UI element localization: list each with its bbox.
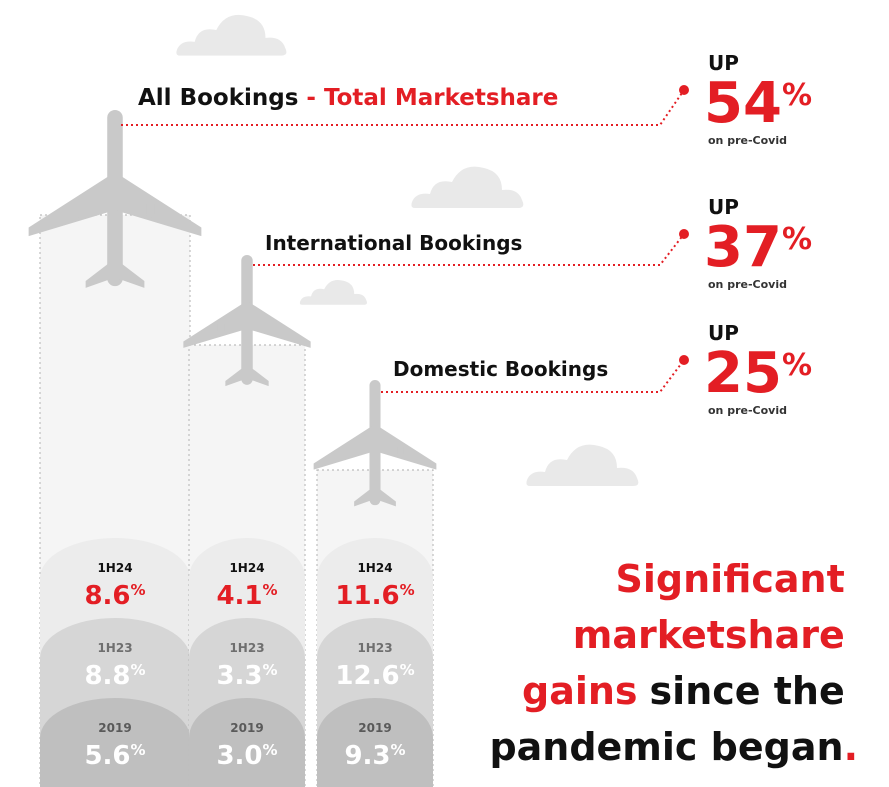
title-text: Domestic Bookings: [393, 357, 608, 381]
headline-part: .: [844, 725, 858, 769]
period-label: 1H24: [97, 561, 132, 575]
headline-part: gains: [522, 669, 638, 713]
change-value: 25%: [704, 341, 812, 406]
period-label: 2019: [98, 721, 131, 735]
leader-dot: [679, 229, 689, 239]
period-label: 1H24: [229, 561, 264, 575]
headline: Significant marketshare gains since the p…: [489, 557, 858, 769]
title-text: All Bookings: [138, 85, 298, 111]
period-label: 1H24: [357, 561, 392, 575]
leader-dot: [679, 355, 689, 365]
change-note: on pre-Covid: [708, 134, 787, 147]
period-label: 1H23: [357, 641, 392, 655]
column-title: International Bookings: [265, 231, 522, 255]
headline-part: pandemic began: [489, 725, 843, 769]
headline-part: since the: [650, 669, 845, 713]
headline-part: marketshare: [573, 613, 845, 657]
period-label: 1H23: [229, 641, 264, 655]
change-value: 37%: [704, 215, 812, 280]
change-note: on pre-Covid: [708, 404, 787, 417]
title-text: International Bookings: [265, 231, 522, 255]
headline-part: Significant: [616, 557, 845, 601]
period-label: 1H23: [97, 641, 132, 655]
period-label: 2019: [230, 721, 263, 735]
column-title: All Bookings - Total Marketshare: [138, 85, 558, 111]
change-note: on pre-Covid: [708, 278, 787, 291]
change-value: 54%: [704, 71, 812, 136]
title-subtitle: - Total Marketshare: [306, 85, 558, 111]
period-label: 2019: [358, 721, 391, 735]
column-title: Domestic Bookings: [393, 357, 608, 381]
leader-dot: [679, 85, 689, 95]
headline-line: gains since the: [522, 669, 845, 713]
headline-line: pandemic began.: [489, 725, 858, 769]
infographic: 1H248.6%1H238.8%20195.6%All Bookings- To…: [0, 0, 889, 787]
